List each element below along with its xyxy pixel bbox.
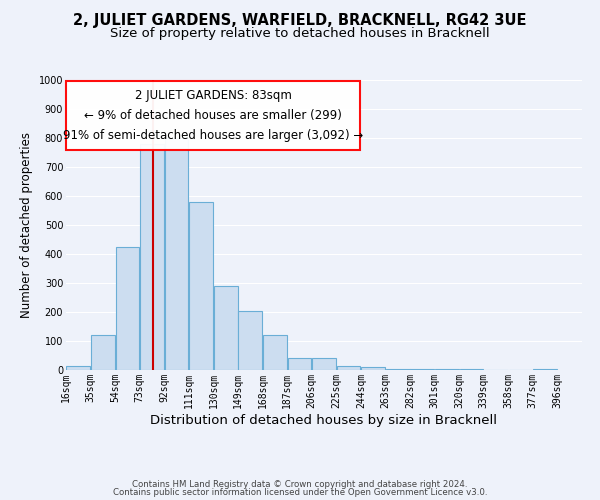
Text: 2, JULIET GARDENS, WARFIELD, BRACKNELL, RG42 3UE: 2, JULIET GARDENS, WARFIELD, BRACKNELL, … [73, 12, 527, 28]
Bar [435, 368, 459, 370]
Bar [337, 366, 361, 370]
Bar [91, 335, 115, 370]
Bar [164, 138, 188, 370]
Bar [116, 246, 139, 370]
Bar [140, 144, 164, 370]
Bar [189, 202, 213, 370]
Text: Contains HM Land Registry data © Crown copyright and database right 2024.: Contains HM Land Registry data © Crown c… [132, 480, 468, 489]
FancyBboxPatch shape [66, 82, 360, 150]
Bar [410, 368, 434, 370]
Bar [287, 358, 311, 370]
Y-axis label: Number of detached properties: Number of detached properties [20, 132, 33, 318]
Bar [238, 310, 262, 370]
Bar [263, 335, 287, 370]
Bar [386, 368, 410, 370]
Text: Contains public sector information licensed under the Open Government Licence v3: Contains public sector information licen… [113, 488, 487, 497]
X-axis label: Distribution of detached houses by size in Bracknell: Distribution of detached houses by size … [151, 414, 497, 426]
Bar [214, 286, 238, 370]
Bar [312, 358, 336, 370]
Text: Size of property relative to detached houses in Bracknell: Size of property relative to detached ho… [110, 28, 490, 40]
Text: 2 JULIET GARDENS: 83sqm
← 9% of detached houses are smaller (299)
91% of semi-de: 2 JULIET GARDENS: 83sqm ← 9% of detached… [63, 89, 363, 142]
Bar [533, 368, 557, 370]
Bar [361, 367, 385, 370]
Bar [67, 366, 90, 370]
